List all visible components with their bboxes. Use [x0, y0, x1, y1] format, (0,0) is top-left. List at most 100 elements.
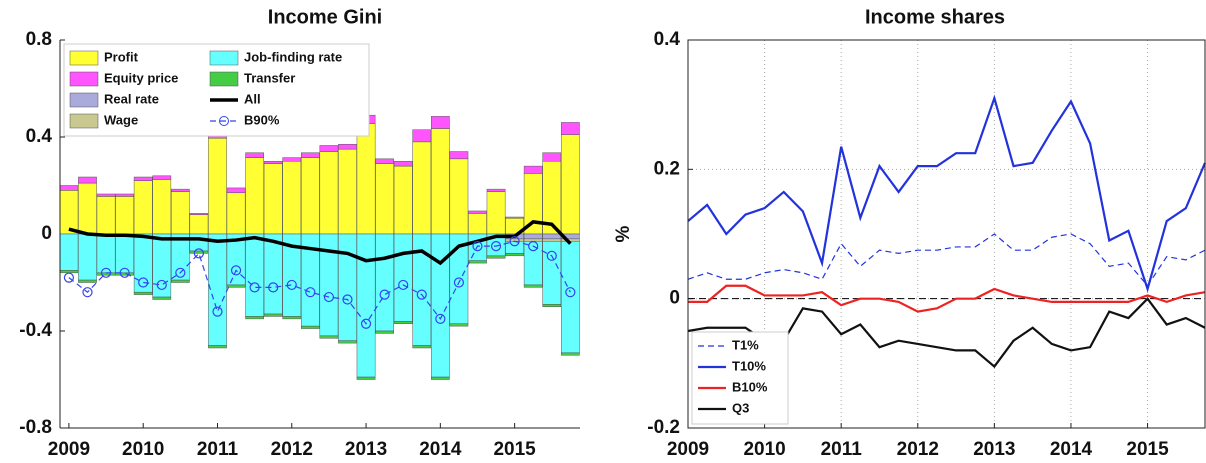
legend-swatch [69, 113, 99, 129]
x-tick-label: 2009 [667, 439, 709, 460]
y-tick-label: 0.4 [26, 126, 53, 147]
bar-segment [393, 321, 413, 324]
marker [63, 272, 75, 283]
bar-segment [189, 214, 209, 235]
marker [249, 282, 260, 293]
bar-segment [560, 352, 580, 356]
bar-segment [486, 188, 506, 192]
bar-segment [505, 216, 524, 219]
bar-segment [282, 316, 302, 320]
marker [156, 279, 167, 291]
marker [323, 291, 335, 303]
bar-segment [59, 270, 79, 274]
bar-segment [319, 335, 339, 339]
bar-segment [133, 176, 153, 181]
bar-segment [356, 233, 376, 378]
bar-segment [560, 134, 580, 235]
bar-segment [170, 188, 190, 192]
bar-segment [300, 157, 320, 235]
bar-segment [356, 376, 376, 380]
bar-segment [170, 279, 190, 283]
bar-segment [115, 196, 134, 235]
line [688, 284, 1206, 313]
bar-segment [393, 165, 413, 235]
marker [360, 318, 372, 329]
bar-segment [208, 345, 227, 349]
legend-label: T10% [732, 358, 766, 373]
bar-segment [430, 116, 450, 129]
marker [453, 277, 465, 288]
x-tick-label: 2013 [973, 439, 1015, 460]
legend-label: B10% [732, 379, 768, 394]
bar-segment [245, 157, 264, 235]
legend-swatch [219, 116, 229, 126]
bar-segment [226, 187, 246, 194]
x-tick-label: 2011 [821, 439, 863, 460]
y-tick-label: 0 [669, 288, 680, 309]
bar-segment [542, 304, 562, 308]
bar-segment [78, 279, 97, 283]
bar-segment [523, 241, 543, 286]
bar-segment [486, 255, 506, 259]
marker [230, 265, 242, 276]
y-tick-label: 0.2 [654, 158, 680, 179]
y-tick-label: 0.8 [26, 29, 52, 50]
legend-swatch [69, 71, 99, 87]
x-tick-label: 2015 [493, 439, 536, 460]
marker [490, 241, 502, 252]
bar-segment [338, 233, 357, 341]
line [68, 240, 571, 325]
y-tick-label: 0.4 [654, 29, 681, 50]
x-tick-label: 2009 [48, 439, 90, 460]
bar-segment [115, 193, 134, 197]
bar-segment [338, 340, 357, 344]
chart-title: Income shares [865, 6, 1005, 28]
bar-segment [78, 176, 97, 184]
bar-segment [300, 152, 320, 158]
line [687, 94, 1206, 293]
marker [175, 267, 186, 278]
marker [138, 277, 149, 288]
bar-segment [449, 158, 469, 235]
marker [82, 287, 93, 298]
x-tick-label: 2010 [743, 439, 785, 460]
marker [435, 313, 446, 324]
bar-segment [189, 250, 209, 254]
x-tick-label: 2010 [122, 439, 164, 460]
x-tick-label: 2011 [197, 439, 239, 460]
bar-segment [542, 233, 562, 240]
bar-segment [319, 145, 339, 152]
marker [509, 236, 520, 247]
y-axis-label: % [613, 225, 634, 242]
bar-segment [523, 284, 543, 288]
x-tick-label: 2013 [345, 439, 387, 460]
bar-segment [300, 325, 320, 329]
bar-segment [523, 238, 543, 242]
bar-segment [356, 123, 376, 235]
bar-segment [430, 128, 450, 235]
legend-swatch [69, 92, 99, 108]
bar-segment [542, 152, 562, 162]
bar-segment [78, 233, 97, 281]
y-tick-label: 0 [41, 223, 52, 244]
legend-label: Real rate [104, 91, 159, 106]
bar-segment [59, 185, 79, 191]
x-tick-label: 2014 [1050, 439, 1093, 460]
legend-swatch [69, 50, 99, 66]
legend-label: Profit [104, 49, 139, 64]
marker [100, 267, 112, 278]
legend-label: Wage [104, 112, 138, 127]
bar-segment [133, 291, 153, 295]
bar-segment [208, 137, 227, 235]
marker [398, 279, 409, 291]
bar-segment [189, 213, 209, 215]
bar-segment [523, 165, 543, 174]
bar-segment [319, 151, 339, 235]
bar-segment [449, 323, 469, 327]
y-tick-label: -0.2 [647, 417, 680, 438]
bar-segment [245, 233, 264, 317]
bar-segment [375, 330, 394, 334]
legend-label: Q3 [732, 400, 749, 415]
bar-segment [59, 233, 79, 271]
